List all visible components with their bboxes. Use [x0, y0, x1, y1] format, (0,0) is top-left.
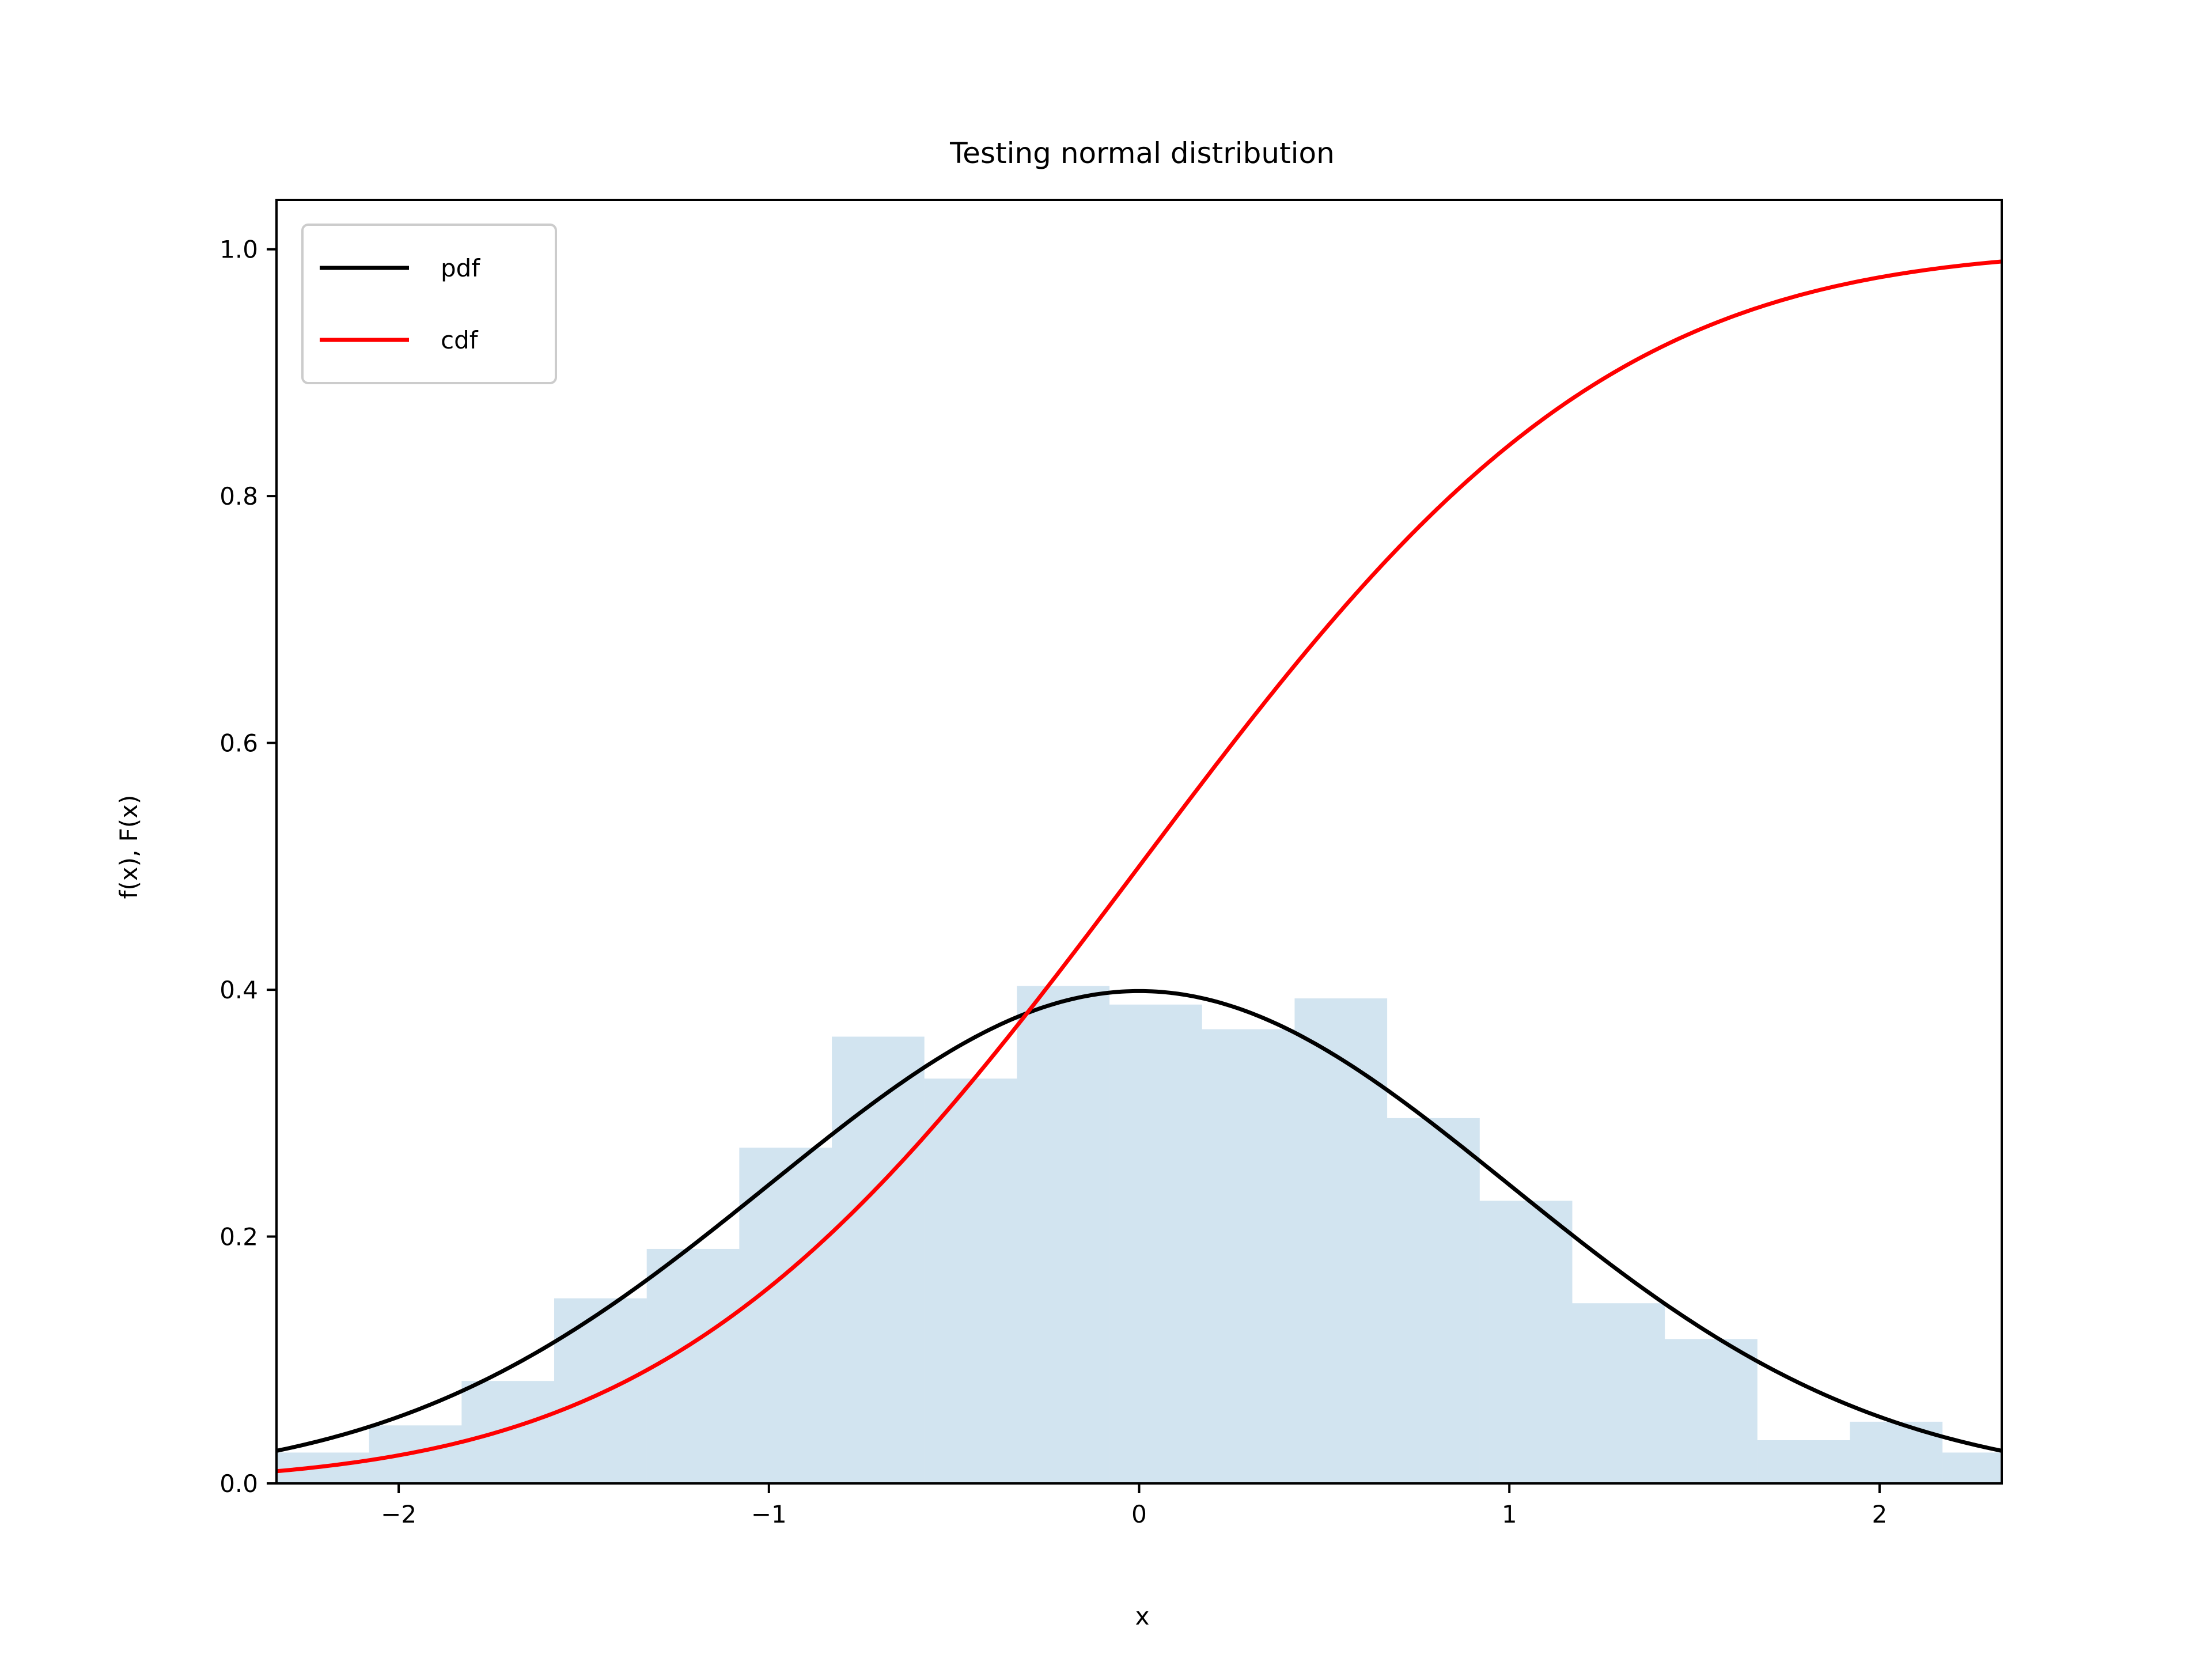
histogram-bar: [739, 1148, 832, 1483]
x-axis: −2 −1 0 1 2: [381, 1483, 1887, 1528]
chart-title: Testing normal distribution: [949, 137, 1335, 170]
y-axis-label: f(x), F(x): [115, 795, 143, 899]
histogram-bar: [1387, 1118, 1480, 1483]
histogram-bar: [1479, 1201, 1573, 1483]
histogram-bar: [461, 1381, 555, 1483]
histogram-bar: [1294, 998, 1388, 1483]
x-axis-label: x: [1135, 1602, 1150, 1630]
x-tick-label: 2: [1872, 1500, 1888, 1528]
series-lines: [276, 259, 2002, 1474]
histogram-bar: [646, 1248, 740, 1483]
legend-box: [301, 224, 557, 384]
series-line-pdf: [276, 989, 2002, 1453]
y-tick-label: 0.2: [219, 1223, 258, 1251]
histogram-bar: [1572, 1303, 1665, 1483]
y-tick-label: 0.4: [219, 976, 258, 1004]
legend-label-pdf: pdf: [441, 254, 480, 282]
legend: pdf cdf: [301, 224, 557, 384]
histogram-bar: [1665, 1339, 1758, 1483]
series-line-cdf: [276, 259, 2002, 1474]
x-tick-label: −2: [381, 1500, 416, 1528]
y-tick-label: 0.6: [219, 729, 258, 758]
histogram-bar: [924, 1078, 1017, 1483]
legend-label-cdf: cdf: [441, 326, 479, 354]
histogram-bar: [1942, 1452, 2002, 1483]
x-tick-label: 1: [1502, 1500, 1517, 1528]
y-tick-label: 0.0: [219, 1470, 258, 1498]
histogram-bar: [1757, 1440, 1850, 1483]
histogram-bar: [1017, 986, 1110, 1483]
x-tick-label: 0: [1131, 1500, 1147, 1528]
histogram-bar: [832, 1036, 925, 1483]
histogram-bar: [554, 1298, 647, 1483]
y-tick-label: 1.0: [219, 236, 258, 264]
histogram: [276, 986, 2002, 1483]
histogram-bar: [1109, 1004, 1202, 1483]
histogram-bar: [1202, 1029, 1295, 1483]
x-tick-label: −1: [751, 1500, 787, 1528]
histogram-bar: [369, 1425, 462, 1483]
y-tick-label: 0.8: [219, 482, 258, 510]
y-axis: 0.0 0.2 0.4 0.6 0.8 1.0: [219, 236, 276, 1498]
